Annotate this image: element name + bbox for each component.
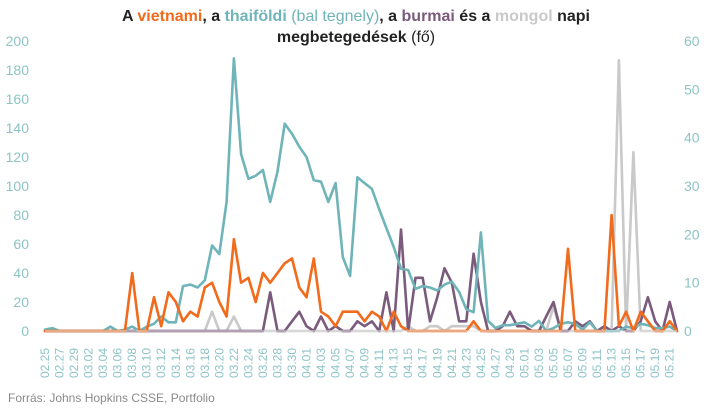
right-tick-label: 10 — [684, 275, 700, 291]
left-tick-label: 40 — [13, 265, 29, 281]
title-unit: (fő) — [406, 29, 436, 46]
title-line2: megbetegedések — [276, 29, 407, 46]
title-text-5: napi — [552, 8, 590, 25]
x-tick-label: 05.21 — [663, 348, 677, 378]
left-tick-label: 120 — [6, 149, 30, 165]
x-tick-label: 03.20 — [212, 348, 226, 378]
x-tick-label: 04.15 — [401, 348, 415, 378]
x-tick-label: 03.04 — [96, 348, 110, 378]
x-tick-label: 04.29 — [503, 348, 517, 378]
source-note: Forrás: Johns Hopkins CSSE, Portfolio — [8, 391, 215, 405]
x-tick-label: 03.08 — [125, 348, 139, 378]
left-tick-label: 60 — [13, 236, 29, 252]
x-tick-label: 04.11 — [372, 349, 386, 378]
title-text-1: A — [122, 8, 138, 25]
x-tick-label: 03.02 — [82, 348, 96, 378]
left-tick-label: 0 — [21, 323, 29, 339]
right-tick-label: 20 — [684, 226, 700, 242]
right-tick-label: 60 — [684, 33, 700, 49]
x-tick-label: 05.15 — [619, 348, 633, 378]
x-tick-label: 05.11 — [590, 349, 604, 378]
series-line-thaiföldi — [43, 57, 679, 333]
x-tick-label: 02.27 — [53, 348, 67, 378]
x-tick-label: 03.06 — [111, 348, 125, 378]
x-tick-label: 02.25 — [38, 348, 52, 378]
left-tick-label: 180 — [6, 62, 30, 78]
x-tick-label: 04.07 — [343, 348, 357, 378]
x-tick-label: 03.10 — [140, 348, 154, 378]
x-tick-label: 05.13 — [605, 348, 619, 378]
title-thailand: thaiföldi — [224, 8, 287, 25]
series-lines — [43, 57, 679, 333]
x-tick-label: 05.09 — [576, 348, 590, 378]
x-tick-label: 04.09 — [358, 348, 372, 378]
right-tick-label: 30 — [684, 178, 700, 194]
title-text-4: és a — [454, 8, 495, 25]
title-text-2: , a — [202, 8, 225, 25]
x-tick-label: 03.14 — [169, 348, 183, 378]
x-tick-label: 05.17 — [634, 348, 648, 378]
left-tick-label: 100 — [6, 178, 30, 194]
left-tick-label: 140 — [6, 120, 30, 136]
left-tick-label: 20 — [13, 294, 29, 310]
series-line-vietnami — [43, 213, 679, 333]
x-tick-label: 03.12 — [154, 348, 168, 378]
x-tick-label: 05.01 — [517, 348, 531, 378]
x-tick-label: 03.28 — [270, 348, 284, 378]
x-tick-label: 04.13 — [387, 348, 401, 378]
title-burma: burmai — [401, 8, 455, 25]
title-left-axis-note: (bal tegnely) — [286, 8, 380, 25]
x-tick-label: 04.21 — [445, 348, 459, 378]
left-tick-label: 160 — [6, 91, 30, 107]
x-tick-label: 04.01 — [300, 348, 314, 378]
left-tick-label: 80 — [13, 207, 29, 223]
x-tick-label: 05.03 — [532, 348, 546, 378]
left-axis-ticks: 0 20 40 60 80 100 120 140 160 180 200 — [6, 33, 30, 339]
x-axis-ticks: 02.25 02.27 02.29 03.02 03.04 03.06 03.08 03.10… — [38, 348, 677, 378]
right-tick-label: 50 — [684, 81, 700, 97]
x-tick-label: 05.19 — [648, 348, 662, 378]
x-tick-label: 04.17 — [416, 348, 430, 378]
x-tick-label: 04.27 — [488, 348, 502, 378]
x-tick-label: 03.16 — [183, 348, 197, 378]
title-vietnam: vietnami — [137, 8, 203, 25]
x-tick-label: 03.18 — [198, 348, 212, 378]
x-tick-label: 04.19 — [430, 348, 444, 378]
x-tick-label: 04.03 — [314, 348, 328, 378]
x-tick-label: 02.29 — [67, 348, 81, 378]
left-tick-label: 200 — [6, 33, 30, 49]
x-tick-label: 03.24 — [241, 348, 255, 378]
title-mongolia: mongol — [494, 8, 553, 25]
right-tick-label: 0 — [684, 323, 692, 339]
x-tick-label: 03.22 — [227, 348, 241, 378]
right-tick-label: 40 — [684, 130, 700, 146]
x-tick-label: 04.23 — [459, 348, 473, 378]
title-text-3: , a — [379, 8, 402, 25]
series-line-mongol — [43, 58, 679, 333]
chart-title: A vietnami, a thaiföldi (bal tegnely), a… — [60, 6, 652, 48]
x-tick-label: 04.25 — [474, 348, 488, 378]
x-tick-label: 05.05 — [547, 348, 561, 378]
right-axis-ticks: 0 10 20 30 40 50 60 — [684, 33, 700, 339]
x-tick-label: 04.05 — [329, 348, 343, 378]
x-tick-label: 03.26 — [256, 348, 270, 378]
x-tick-label: 03.30 — [285, 348, 299, 378]
x-tick-label: 05.07 — [561, 348, 575, 378]
